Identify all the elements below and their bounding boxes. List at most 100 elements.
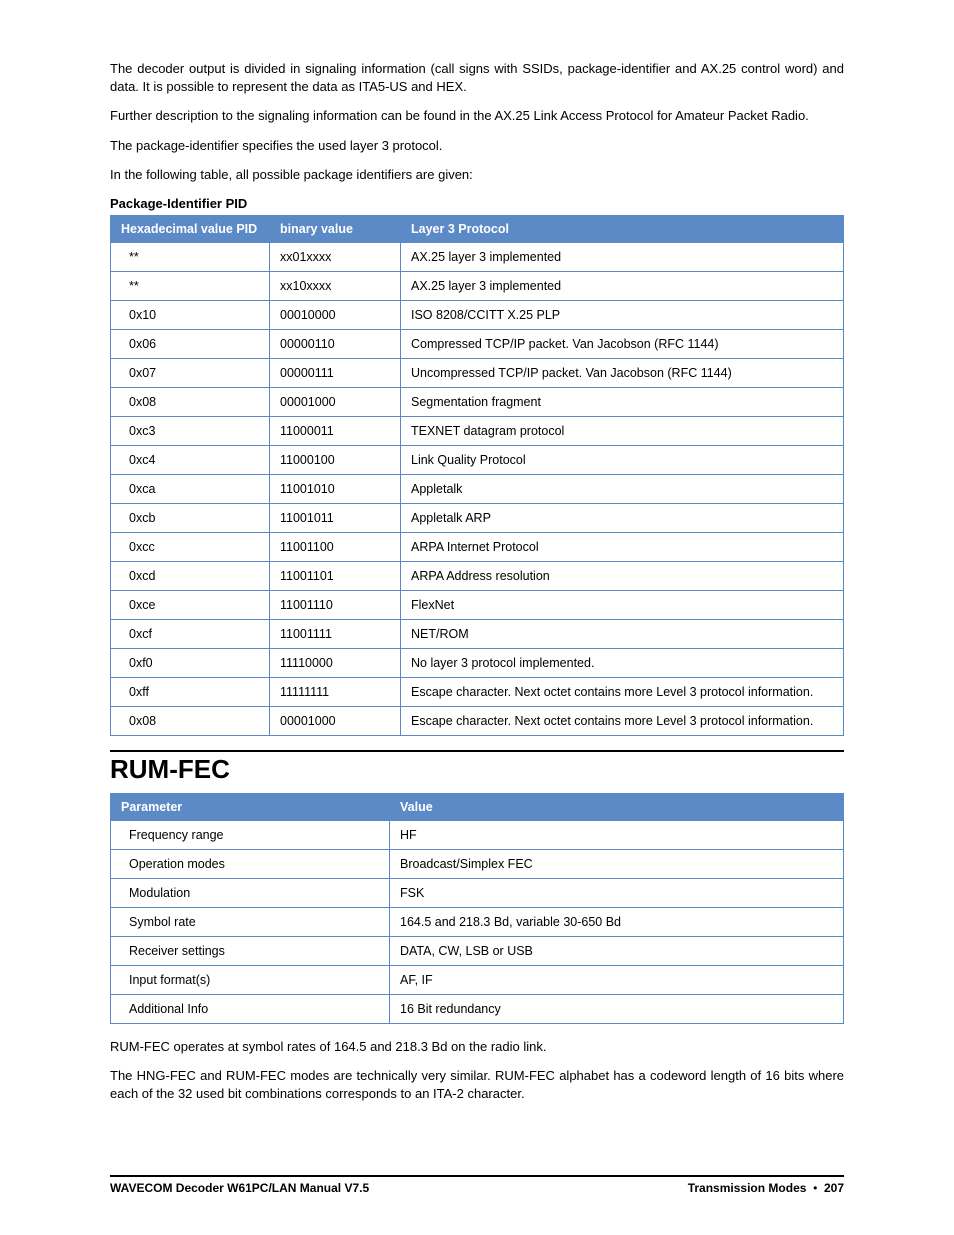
table-cell: 11111111 <box>270 677 401 706</box>
table-row: 0x0600000110Compressed TCP/IP packet. Va… <box>111 329 844 358</box>
table-title: Package-Identifier PID <box>110 196 844 211</box>
table-row: 0xc311000011TEXNET datagram protocol <box>111 416 844 445</box>
table-cell: 0xcc <box>111 532 270 561</box>
table-cell: ARPA Internet Protocol <box>401 532 844 561</box>
table-row: Operation modesBroadcast/Simplex FEC <box>111 849 844 878</box>
table-row: 0xff11111111Escape character. Next octet… <box>111 677 844 706</box>
bullet-icon: • <box>810 1181 824 1195</box>
table-cell: Receiver settings <box>111 936 390 965</box>
table-cell: ARPA Address resolution <box>401 561 844 590</box>
table-row: 0x1000010000ISO 8208/CCITT X.25 PLP <box>111 300 844 329</box>
footer-right: Transmission Modes • 207 <box>688 1181 844 1195</box>
table-row: 0xca11001010Appletalk <box>111 474 844 503</box>
table-cell: Additional Info <box>111 994 390 1023</box>
table-cell: 00010000 <box>270 300 401 329</box>
table-cell: Appletalk <box>401 474 844 503</box>
table-cell: HF <box>390 820 844 849</box>
footer-section: Transmission Modes <box>688 1181 807 1195</box>
table-cell: ** <box>111 242 270 271</box>
table-row: 0x0700000111Uncompressed TCP/IP packet. … <box>111 358 844 387</box>
table-cell: 0xcf <box>111 619 270 648</box>
paragraph: Further description to the signaling inf… <box>110 107 844 125</box>
table-cell: 164.5 and 218.3 Bd, variable 30-650 Bd <box>390 907 844 936</box>
table-row: 0xcd11001101ARPA Address resolution <box>111 561 844 590</box>
table-cell: TEXNET datagram protocol <box>401 416 844 445</box>
table-cell: AX.25 layer 3 implemented <box>401 271 844 300</box>
page-footer: WAVECOM Decoder W61PC/LAN Manual V7.5 Tr… <box>110 1175 844 1195</box>
table-row: 0x0800001000Segmentation fragment <box>111 387 844 416</box>
table-cell: 00001000 <box>270 387 401 416</box>
column-header: Layer 3 Protocol <box>401 215 844 242</box>
table-cell: 16 Bit redundancy <box>390 994 844 1023</box>
footer-left: WAVECOM Decoder W61PC/LAN Manual V7.5 <box>110 1181 369 1195</box>
table-cell: DATA, CW, LSB or USB <box>390 936 844 965</box>
table-cell: 00001000 <box>270 706 401 735</box>
paragraph: RUM-FEC operates at symbol rates of 164.… <box>110 1038 844 1056</box>
table-cell: 11001010 <box>270 474 401 503</box>
table-cell: 11110000 <box>270 648 401 677</box>
table-cell: 0x10 <box>111 300 270 329</box>
table-cell: Link Quality Protocol <box>401 445 844 474</box>
table-cell: Frequency range <box>111 820 390 849</box>
table-cell: Escape character. Next octet contains mo… <box>401 706 844 735</box>
table-cell: AF, IF <box>390 965 844 994</box>
table-cell: 0xf0 <box>111 648 270 677</box>
table-row: Symbol rate164.5 and 218.3 Bd, variable … <box>111 907 844 936</box>
table-cell: 0xca <box>111 474 270 503</box>
table-cell: xx10xxxx <box>270 271 401 300</box>
paragraph: The decoder output is divided in signali… <box>110 60 844 95</box>
table-cell: 11001111 <box>270 619 401 648</box>
table-row: Input format(s)AF, IF <box>111 965 844 994</box>
table-cell: 11001100 <box>270 532 401 561</box>
table-row: 0x0800001000Escape character. Next octet… <box>111 706 844 735</box>
table-cell: 11001110 <box>270 590 401 619</box>
table-cell: 0x08 <box>111 387 270 416</box>
table-row: 0xc411000100Link Quality Protocol <box>111 445 844 474</box>
column-header: Hexadecimal value PID <box>111 215 270 242</box>
table-row: Frequency rangeHF <box>111 820 844 849</box>
table-cell: ** <box>111 271 270 300</box>
table-cell: FSK <box>390 878 844 907</box>
table-row: **xx10xxxxAX.25 layer 3 implemented <box>111 271 844 300</box>
table-cell: Uncompressed TCP/IP packet. Van Jacobson… <box>401 358 844 387</box>
table-cell: No layer 3 protocol implemented. <box>401 648 844 677</box>
table-cell: 0x06 <box>111 329 270 358</box>
pid-table: Hexadecimal value PID binary value Layer… <box>110 215 844 736</box>
table-cell: 00000110 <box>270 329 401 358</box>
table-cell: Broadcast/Simplex FEC <box>390 849 844 878</box>
paragraph: The HNG-FEC and RUM-FEC modes are techni… <box>110 1067 844 1102</box>
table-row: ModulationFSK <box>111 878 844 907</box>
table-cell: Escape character. Next octet contains mo… <box>401 677 844 706</box>
paragraph: The package-identifier specifies the use… <box>110 137 844 155</box>
column-header: Parameter <box>111 793 390 820</box>
table-cell: 0x08 <box>111 706 270 735</box>
table-cell: 11000100 <box>270 445 401 474</box>
table-row: Receiver settingsDATA, CW, LSB or USB <box>111 936 844 965</box>
document-page: The decoder output is divided in signali… <box>0 0 954 1235</box>
table-cell: ISO 8208/CCITT X.25 PLP <box>401 300 844 329</box>
table-cell: 11001101 <box>270 561 401 590</box>
paragraph: In the following table, all possible pac… <box>110 166 844 184</box>
table-row: 0xcb11001011Appletalk ARP <box>111 503 844 532</box>
table-row: 0xcf11001111NET/ROM <box>111 619 844 648</box>
column-header: binary value <box>270 215 401 242</box>
table-cell: Symbol rate <box>111 907 390 936</box>
table-cell: 0xcd <box>111 561 270 590</box>
table-cell: Segmentation fragment <box>401 387 844 416</box>
table-cell: 0xce <box>111 590 270 619</box>
table-cell: AX.25 layer 3 implemented <box>401 242 844 271</box>
table-row: **xx01xxxxAX.25 layer 3 implemented <box>111 242 844 271</box>
table-cell: 0xc3 <box>111 416 270 445</box>
table-row: 0xcc11001100ARPA Internet Protocol <box>111 532 844 561</box>
table-cell: 0x07 <box>111 358 270 387</box>
table-cell: Modulation <box>111 878 390 907</box>
table-cell: 0xcb <box>111 503 270 532</box>
rumfec-table: Parameter Value Frequency rangeHFOperati… <box>110 793 844 1024</box>
table-cell: 0xc4 <box>111 445 270 474</box>
table-cell: NET/ROM <box>401 619 844 648</box>
table-cell: FlexNet <box>401 590 844 619</box>
table-cell: xx01xxxx <box>270 242 401 271</box>
table-cell: Operation modes <box>111 849 390 878</box>
table-cell: Compressed TCP/IP packet. Van Jacobson (… <box>401 329 844 358</box>
table-row: Additional Info16 Bit redundancy <box>111 994 844 1023</box>
